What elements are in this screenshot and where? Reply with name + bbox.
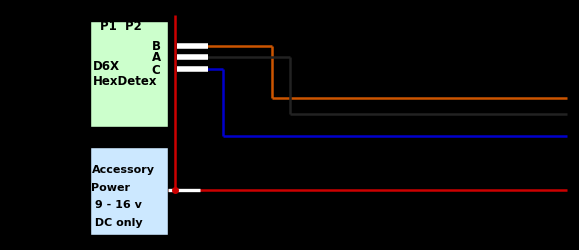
- Text: D6X: D6X: [93, 60, 120, 73]
- FancyBboxPatch shape: [90, 147, 168, 235]
- Text: 9 - 16 v: 9 - 16 v: [91, 200, 142, 209]
- Text: B: B: [152, 40, 161, 53]
- Text: HexDetex: HexDetex: [93, 74, 157, 87]
- Text: C: C: [152, 64, 160, 76]
- Text: DC only: DC only: [91, 217, 143, 227]
- Text: Power: Power: [91, 182, 130, 192]
- Text: Accessory: Accessory: [91, 164, 155, 174]
- FancyBboxPatch shape: [90, 22, 168, 128]
- Text: P1  P2: P1 P2: [100, 20, 141, 33]
- Text: A: A: [152, 51, 161, 64]
